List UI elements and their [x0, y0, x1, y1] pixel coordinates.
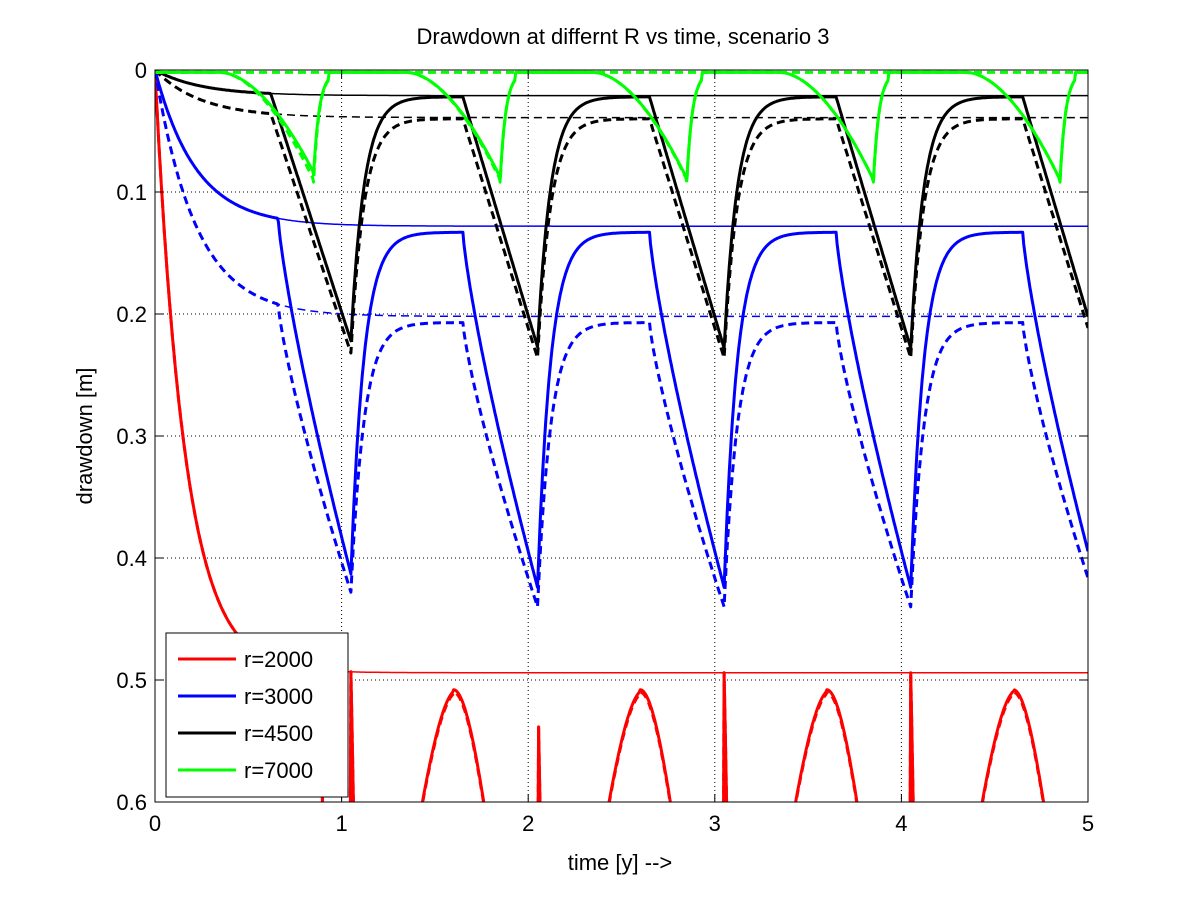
legend: r=2000 r=3000 r=4500 r=7000	[165, 632, 349, 798]
legend-label: r=7000	[244, 758, 313, 783]
legend-label: r=3000	[244, 684, 313, 709]
x-tick-label: 5	[1082, 811, 1094, 836]
y-axis-ticks: 0 0.1 0.2 0.3 0.4 0.5 0.6	[116, 58, 1088, 815]
y-tick-label: 0.5	[116, 668, 147, 693]
series-line	[155, 70, 1088, 184]
series-line	[155, 70, 1088, 318]
x-tick-label: 4	[895, 811, 907, 836]
y-axis-label: drawdown [m]	[72, 368, 97, 505]
x-tick-label: 1	[335, 811, 347, 836]
x-axis-label: time [y] -->	[568, 850, 673, 875]
y-tick-label: 0.2	[116, 302, 147, 327]
y-tick-label: 0.6	[116, 790, 147, 815]
series-line	[155, 70, 1088, 350]
chart-title: Drawdown at differnt R vs time, scenario…	[417, 24, 830, 49]
y-tick-label: 0.4	[116, 546, 147, 571]
x-tick-label: 3	[709, 811, 721, 836]
x-tick-label: 0	[149, 811, 161, 836]
legend-label: r=2000	[244, 647, 313, 672]
series-line	[155, 70, 1088, 589]
series-line	[155, 70, 1088, 227]
series-line	[155, 70, 1088, 609]
legend-label: r=4500	[244, 721, 313, 746]
series-line	[155, 70, 1088, 97]
y-tick-label: 0.1	[116, 180, 147, 205]
x-axis-ticks: 0 1 2 3 4 5	[149, 70, 1094, 836]
y-tick-label: 0.3	[116, 424, 147, 449]
series-line	[155, 70, 1088, 360]
y-tick-label: 0	[135, 58, 147, 83]
x-tick-label: 2	[522, 811, 534, 836]
